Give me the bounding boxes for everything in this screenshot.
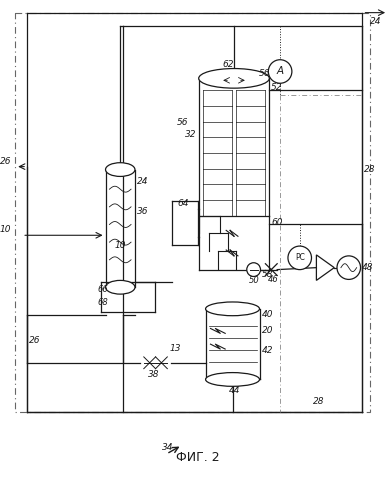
Circle shape: [268, 60, 292, 83]
Ellipse shape: [206, 302, 260, 316]
Text: 26: 26: [29, 336, 40, 345]
Text: 48: 48: [362, 263, 373, 272]
Text: 52: 52: [271, 83, 283, 92]
Text: 42: 42: [262, 346, 273, 355]
Text: 24: 24: [137, 177, 149, 186]
Text: 46: 46: [268, 275, 279, 284]
Text: 38: 38: [148, 370, 159, 379]
Text: 50: 50: [249, 276, 260, 285]
Text: PC: PC: [295, 253, 305, 262]
Text: 32: 32: [185, 130, 197, 139]
Text: 56: 56: [177, 118, 189, 127]
Circle shape: [288, 246, 312, 269]
Text: 66: 66: [98, 285, 108, 294]
Text: 44: 44: [229, 386, 240, 395]
Ellipse shape: [106, 280, 135, 294]
Text: 62: 62: [222, 59, 234, 68]
Text: 10: 10: [0, 226, 11, 235]
Text: 20: 20: [262, 326, 273, 335]
Text: 58: 58: [262, 270, 273, 279]
Ellipse shape: [206, 373, 260, 386]
Circle shape: [337, 256, 360, 279]
Text: 13: 13: [169, 344, 181, 353]
Text: 26: 26: [0, 157, 11, 166]
Text: 28: 28: [314, 397, 325, 406]
Ellipse shape: [199, 68, 269, 88]
Circle shape: [247, 263, 260, 276]
Text: ФИГ. 2: ФИГ. 2: [176, 452, 220, 465]
Text: 24: 24: [370, 16, 382, 25]
Text: 56: 56: [258, 69, 270, 78]
Text: A: A: [277, 66, 284, 76]
Text: 40: 40: [262, 310, 273, 319]
Text: 68: 68: [98, 298, 108, 307]
Text: 60: 60: [271, 219, 283, 228]
Ellipse shape: [106, 163, 135, 177]
Text: 28: 28: [364, 165, 376, 174]
Text: 64: 64: [177, 199, 189, 208]
Text: 10: 10: [114, 241, 126, 250]
Text: 34: 34: [163, 443, 174, 452]
Text: 36: 36: [137, 207, 149, 216]
